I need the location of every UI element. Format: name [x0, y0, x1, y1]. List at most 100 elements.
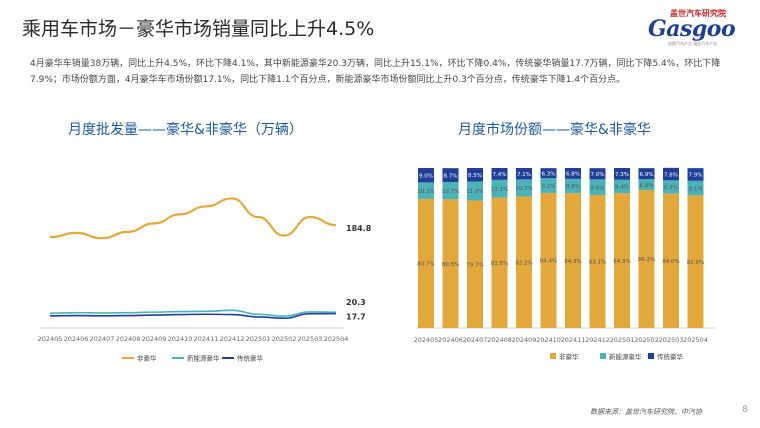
- bar-value-label: 11.1%: [491, 187, 508, 193]
- bar-segment: [638, 179, 655, 191]
- bar-segment: [540, 178, 557, 193]
- bar-value-label: 9.2%: [542, 184, 556, 190]
- bar-segment: [418, 182, 434, 199]
- bar-segment: [589, 168, 606, 180]
- bar-segment: [491, 197, 508, 328]
- x-tick-label: 202501: [246, 335, 271, 343]
- x-tick-label: 202504: [324, 335, 349, 343]
- line-chart-title: 月度批发量——豪华&非豪华（万辆）: [68, 122, 303, 138]
- x-tick-label: 202410: [168, 335, 193, 343]
- logo-brand-text: Gasgoo: [648, 16, 736, 42]
- bar-segment: [589, 179, 606, 196]
- bar-segment: [638, 168, 655, 180]
- bar-value-label: 86.2%: [638, 257, 655, 263]
- bar-segment: [442, 168, 459, 183]
- bar-value-label: 8.4%: [615, 185, 629, 191]
- bar-segment: [516, 168, 532, 180]
- bar-chart-title: 月度市场份额——豪华&非豪华: [458, 122, 651, 138]
- x-tick-label: 202408: [116, 335, 141, 343]
- bar-value-label: 81.5%: [491, 261, 508, 267]
- bar-segment: [418, 198, 434, 328]
- x-tick-label: 202502: [634, 336, 659, 344]
- bar-value-label: 6.8%: [566, 172, 580, 178]
- bar-segment: [687, 195, 704, 328]
- bar-value-label: 84.3%: [564, 259, 581, 265]
- summary-text: 4月豪华车销量38万辆，同比上升4.5%，环比下降4.1%，其中新能源豪华20.…: [30, 59, 721, 85]
- x-tick-label: 202406: [64, 335, 89, 343]
- logo-sub-text: 追踪汽车产业 服务汽车产业: [668, 41, 718, 46]
- bar-value-label: 8.9%: [566, 184, 580, 190]
- legend-label: 传统豪华: [237, 354, 264, 363]
- bar-segment: [614, 168, 630, 180]
- bar-value-label: 6.8%: [640, 183, 654, 189]
- x-tick-label: 202406: [438, 336, 463, 344]
- page-title: 乘用车市场－豪华市场销量同比上升4.5%: [22, 18, 375, 40]
- bar-value-label: 7.3%: [615, 172, 629, 178]
- bar-value-label: 8.7%: [444, 173, 458, 179]
- bar-segment: [614, 193, 630, 328]
- bar-value-label: 9.0%: [419, 173, 433, 179]
- x-tick-label: 202412: [585, 336, 610, 344]
- bar-value-label: 10.7%: [515, 186, 532, 192]
- x-tick-label: 202407: [90, 335, 115, 343]
- bar-value-label: 80.7%: [417, 262, 434, 268]
- bar-value-label: 7.4%: [493, 172, 507, 178]
- gasgoo-logo: 盖世汽车研究院 Gasgoo 追踪汽车产业 服务汽车产业: [630, 8, 736, 48]
- bar-segment: [418, 168, 434, 183]
- bar-value-label: 84.0%: [662, 259, 679, 265]
- bar-value-label: 84.4%: [540, 259, 557, 265]
- x-tick-label: 202409: [142, 335, 167, 343]
- bar-value-label: 8.5%: [468, 173, 482, 179]
- x-tick-label: 202503: [298, 335, 323, 343]
- bar-segment: [663, 167, 679, 181]
- bar-value-label: 80.5%: [442, 262, 459, 268]
- bar-segment: [663, 180, 679, 194]
- x-tick-label: 202405: [414, 336, 439, 344]
- bar-segment: [467, 168, 483, 182]
- bar-segment: [687, 168, 704, 181]
- legend-label: 新能源豪华: [609, 352, 642, 361]
- bar-value-label: 9.8%: [591, 185, 605, 191]
- bar-value-label: 8.3%: [664, 185, 678, 191]
- bar-segment: [663, 193, 679, 328]
- bar-segment: [638, 190, 655, 328]
- bar-segment: [540, 168, 557, 179]
- bar-segment: [442, 182, 459, 200]
- bar-value-label: 10.7%: [442, 189, 459, 195]
- x-tick-label: 202410: [536, 336, 561, 344]
- legend-swatch: [648, 353, 654, 359]
- bar-value-label: 11.8%: [466, 189, 483, 195]
- bar-segment: [442, 199, 459, 328]
- x-tick-label: 202409: [512, 336, 537, 344]
- x-tick-label: 202405: [38, 335, 63, 343]
- legend-swatch: [550, 353, 556, 359]
- series-line-3: [49, 312, 337, 320]
- bar-segment: [516, 179, 532, 197]
- bar-value-label: 9.1%: [689, 186, 703, 192]
- legend-label: 传统豪华: [657, 352, 684, 361]
- bar-segment: [540, 192, 557, 328]
- bar-value-label: 7.8%: [664, 172, 678, 178]
- bar-value-label: 7.1%: [517, 172, 531, 178]
- bar-segment: [565, 168, 581, 179]
- legend-swatch: [600, 353, 606, 359]
- end-value-label: 20.3: [346, 298, 366, 307]
- end-value-label: 17.7: [346, 313, 366, 322]
- x-tick-label: 202504: [683, 336, 708, 344]
- bar-value-label: 7.9%: [689, 173, 703, 179]
- bar-value-label: 7.0%: [591, 172, 605, 178]
- bar-segment: [565, 193, 581, 328]
- x-tick-label: 202411: [561, 336, 586, 344]
- x-tick-label: 202501: [610, 336, 635, 344]
- legend-label: 非豪华: [559, 352, 579, 361]
- logo-cn-text: 盖世汽车研究院: [670, 9, 726, 18]
- bar-value-label: 83.1%: [589, 260, 606, 266]
- x-tick-label: 202411: [194, 335, 219, 343]
- bar-segment: [614, 179, 630, 194]
- x-tick-label: 202407: [463, 336, 488, 344]
- bar-value-label: 79.7%: [466, 262, 483, 268]
- x-tick-label: 202503: [659, 336, 684, 344]
- bar-segment: [687, 180, 704, 196]
- series-line-2: [49, 309, 337, 317]
